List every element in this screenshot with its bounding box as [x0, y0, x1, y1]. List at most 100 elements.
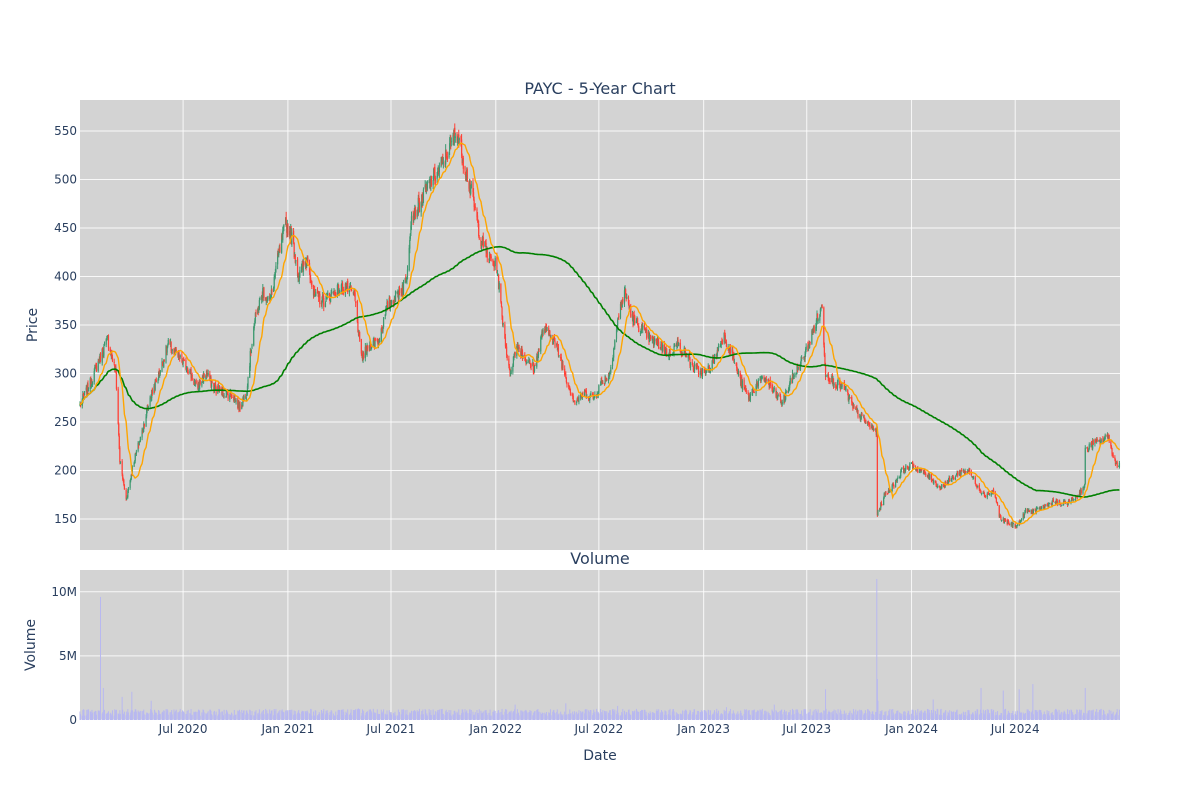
volume-bar — [355, 709, 357, 720]
candle-body — [336, 285, 339, 297]
candle-body — [402, 283, 405, 294]
candle-body — [853, 405, 855, 408]
candle-body — [935, 481, 937, 485]
volume-bar — [859, 709, 861, 720]
volume-bar — [149, 712, 151, 720]
volume-bar — [170, 711, 172, 720]
candle-body — [918, 470, 921, 473]
volume-bar — [341, 709, 343, 720]
volume-bar — [522, 712, 524, 720]
candle-body — [385, 305, 388, 310]
volume-bar — [1114, 715, 1116, 720]
volume-bar — [82, 710, 84, 720]
volume-bar — [102, 712, 104, 720]
candle-body — [570, 393, 572, 396]
candle-body — [234, 398, 236, 400]
volume-bar — [964, 715, 966, 720]
volume-bar — [593, 709, 595, 720]
volume-bar — [827, 714, 829, 720]
volume-bar — [1047, 713, 1049, 720]
volume-bar — [263, 714, 265, 720]
volume-bar — [576, 711, 578, 720]
candle-body — [150, 396, 152, 400]
volume-bar — [593, 714, 595, 720]
volume-bar — [560, 711, 562, 720]
volume-bar — [1104, 714, 1106, 720]
volume-bar — [1104, 714, 1106, 720]
volume-bar — [646, 715, 648, 720]
volume-bar — [521, 710, 523, 720]
volume-bar — [833, 709, 835, 720]
volume-bar — [153, 714, 155, 720]
volume-bar — [393, 713, 395, 720]
volume-bar — [570, 713, 572, 720]
volume-bar — [486, 712, 488, 720]
candle-body — [606, 379, 608, 381]
volume-bar — [434, 711, 436, 720]
price-y-tick-label: 350 — [54, 318, 77, 332]
candle-body — [90, 381, 92, 388]
volume-bar — [437, 710, 439, 720]
volume-bar — [597, 712, 599, 720]
candle-body — [321, 300, 323, 305]
volume-bar — [839, 709, 841, 720]
volume-bar — [796, 709, 798, 720]
candle-body — [697, 365, 699, 367]
candle-body — [1028, 510, 1031, 512]
volume-bar — [969, 713, 971, 720]
candle-body — [223, 395, 225, 397]
volume-bar — [1055, 708, 1057, 720]
volume-bar — [151, 710, 153, 720]
candle-body — [295, 260, 297, 262]
volume-bar — [693, 709, 695, 720]
volume-bar — [825, 689, 827, 720]
volume-bar — [747, 710, 749, 720]
candle-body — [836, 382, 839, 388]
candle-body — [117, 388, 119, 424]
volume-bar — [954, 711, 956, 720]
candle-body — [1056, 501, 1058, 505]
candle-body — [616, 327, 618, 331]
candle-body — [777, 395, 779, 399]
volume-bar — [205, 713, 207, 720]
volume-bar — [454, 712, 456, 720]
x-tick-label: Jul 2023 — [781, 722, 831, 736]
volume-bar — [255, 710, 257, 720]
volume-bar — [102, 687, 104, 720]
volume-bar — [632, 711, 634, 720]
volume-bar — [553, 712, 555, 720]
volume-bar — [441, 709, 443, 720]
volume-bar — [389, 713, 391, 720]
candle-body — [214, 384, 217, 388]
candle-body — [1012, 523, 1015, 525]
volume-bar — [109, 713, 111, 720]
candle-body — [142, 429, 144, 432]
volume-bar — [408, 714, 410, 720]
volume-bar — [677, 715, 679, 720]
candle-body — [1068, 499, 1070, 503]
volume-bar — [418, 708, 420, 720]
volume-bar — [383, 709, 385, 720]
volume-bar — [462, 712, 464, 720]
x-tick-label: Jan 2021 — [260, 722, 314, 736]
candle-body — [167, 345, 169, 347]
volume-bar — [665, 711, 667, 720]
candle-body — [610, 367, 612, 373]
candle-body — [424, 185, 426, 188]
volume-bar — [1003, 715, 1005, 720]
candle-body — [485, 243, 487, 253]
volume-bar — [852, 714, 854, 720]
volume-bar — [453, 714, 455, 720]
volume-bar — [872, 711, 874, 720]
volume-bar — [231, 712, 233, 720]
volume-bar — [476, 709, 478, 720]
volume-bar — [645, 714, 647, 720]
candle-body — [1056, 500, 1058, 501]
volume-bar — [873, 714, 875, 720]
volume-bar — [533, 715, 535, 720]
volume-bar — [992, 711, 994, 720]
volume-bar — [358, 709, 360, 720]
volume-bar — [1004, 715, 1006, 720]
